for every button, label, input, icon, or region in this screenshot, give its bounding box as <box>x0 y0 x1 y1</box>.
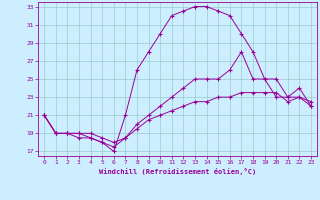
X-axis label: Windchill (Refroidissement éolien,°C): Windchill (Refroidissement éolien,°C) <box>99 168 256 175</box>
